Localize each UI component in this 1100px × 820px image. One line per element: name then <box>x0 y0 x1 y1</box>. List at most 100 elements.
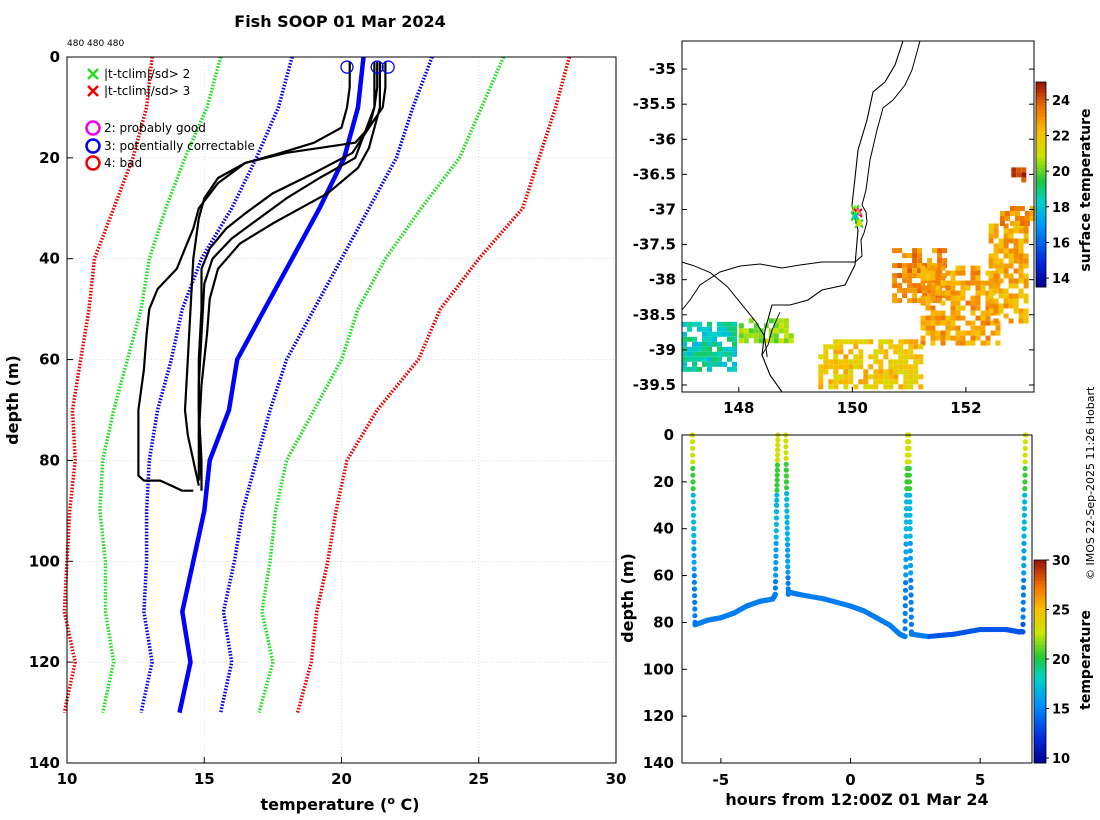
track-colorbar-cell <box>1034 705 1046 710</box>
track-colorbar-cell <box>1034 590 1046 595</box>
sst-pixel <box>687 321 692 327</box>
track-point <box>691 586 698 592</box>
sst-pixel <box>828 359 834 365</box>
sst-pixel <box>937 263 943 269</box>
track-point <box>902 603 908 609</box>
track-colorbar-cell <box>1034 695 1046 700</box>
sst-pixel <box>878 364 884 370</box>
sst-pixel <box>687 326 692 332</box>
profile-line <box>197 62 381 481</box>
sst-pixel <box>925 270 931 276</box>
map-colorbar-cell <box>1036 109 1046 114</box>
sst-pixel <box>1023 318 1029 324</box>
sst-pixel <box>1019 216 1025 221</box>
sst-pixel <box>1013 228 1019 234</box>
sst-pixel <box>692 356 697 362</box>
sst-pixel <box>727 346 732 352</box>
sst-pixel <box>818 374 824 380</box>
sst-pixel <box>917 248 923 254</box>
sst-pixel <box>960 315 966 321</box>
track-point <box>902 595 909 601</box>
track-point <box>903 526 909 532</box>
sst-pixel <box>717 331 722 337</box>
track-point <box>783 479 790 485</box>
sst-pixel <box>925 330 931 336</box>
sst-pixel <box>743 328 749 334</box>
track-point <box>906 452 912 458</box>
legend-marker <box>85 120 101 136</box>
sst-pixel <box>913 374 919 380</box>
track-y-tick-label: 120 <box>643 707 674 725</box>
sst-pixel <box>892 283 898 289</box>
sst-pixel <box>999 211 1005 216</box>
sst-pixel <box>873 369 879 375</box>
sst-pixel <box>902 293 908 299</box>
sst-pixel <box>945 295 951 301</box>
sst-pixel <box>863 339 869 345</box>
sst-pixel <box>868 374 874 380</box>
sst-pixel <box>955 265 961 271</box>
track-colorbar-cell <box>1034 603 1046 608</box>
track-point <box>1022 465 1028 472</box>
track-colorbar-cell <box>1034 664 1046 669</box>
profile-y-tick-label: 140 <box>29 754 60 772</box>
legend-label: 3: potentially correctable <box>104 139 255 153</box>
sst-pixel <box>888 339 894 345</box>
sst-pixel <box>838 344 844 350</box>
track-colorbar-cell <box>1034 627 1046 632</box>
track-point <box>1022 486 1028 492</box>
map-colorbar-cell <box>1036 85 1046 90</box>
track-point <box>775 437 781 443</box>
map-colorbar-cell <box>1036 239 1046 244</box>
sst-pixel <box>945 330 951 336</box>
sst-pixel <box>702 331 707 337</box>
sst-pixel <box>1008 248 1014 254</box>
sst-pixel <box>1018 258 1024 264</box>
sst-pixel <box>868 384 874 390</box>
profile-y-tick-label: 20 <box>39 149 60 167</box>
sst-pixel <box>998 268 1004 274</box>
sst-pixel <box>908 339 914 345</box>
sst-pixel <box>950 335 956 341</box>
map-colorbar-cell <box>1036 160 1046 165</box>
sst-pixel <box>925 285 931 291</box>
sst-pixel <box>883 339 889 345</box>
sst-pixel <box>917 283 923 289</box>
sst-pixel <box>783 338 789 344</box>
sst-pixel <box>920 340 926 346</box>
sst-pixel <box>920 265 926 271</box>
track-point <box>774 462 781 468</box>
sst-pixel <box>878 369 884 375</box>
sst-pixel <box>998 278 1004 284</box>
map-colorbar-cell <box>1036 198 1046 203</box>
sst-pixel <box>753 333 759 339</box>
sst-pixel <box>970 340 976 346</box>
sst-pixel <box>732 361 737 367</box>
track-point <box>773 572 779 578</box>
sst-pixel <box>950 280 956 286</box>
sst-pixel <box>843 359 849 365</box>
map-colorbar-cell <box>1036 191 1046 196</box>
sst-pixel <box>773 333 779 339</box>
map-colorbar-cell <box>1036 129 1046 134</box>
coastline-inner <box>861 40 921 206</box>
track-x-tick-label: 0 <box>845 771 855 789</box>
sst-pixel <box>768 318 774 324</box>
sst-pixel <box>988 228 994 234</box>
sst-pixel <box>913 364 919 370</box>
track-colorbar-tick-label: 30 <box>1052 554 1070 569</box>
track-colorbar-cell <box>1034 600 1046 605</box>
track-colorbar-cell <box>1034 614 1046 619</box>
sst-pixel <box>898 344 904 350</box>
sst-pixel <box>773 338 779 344</box>
sst-pixel <box>908 354 914 360</box>
map-colorbar-cell <box>1036 105 1046 110</box>
sst-pixel <box>707 336 712 342</box>
sst-pixel <box>1029 211 1035 216</box>
sst-pixel <box>940 280 946 286</box>
profile-frame <box>66 56 617 764</box>
sst-pixel <box>848 379 854 385</box>
sst-pixel <box>1008 228 1014 234</box>
sst-pixel <box>985 305 991 311</box>
sst-pixel <box>930 285 936 291</box>
